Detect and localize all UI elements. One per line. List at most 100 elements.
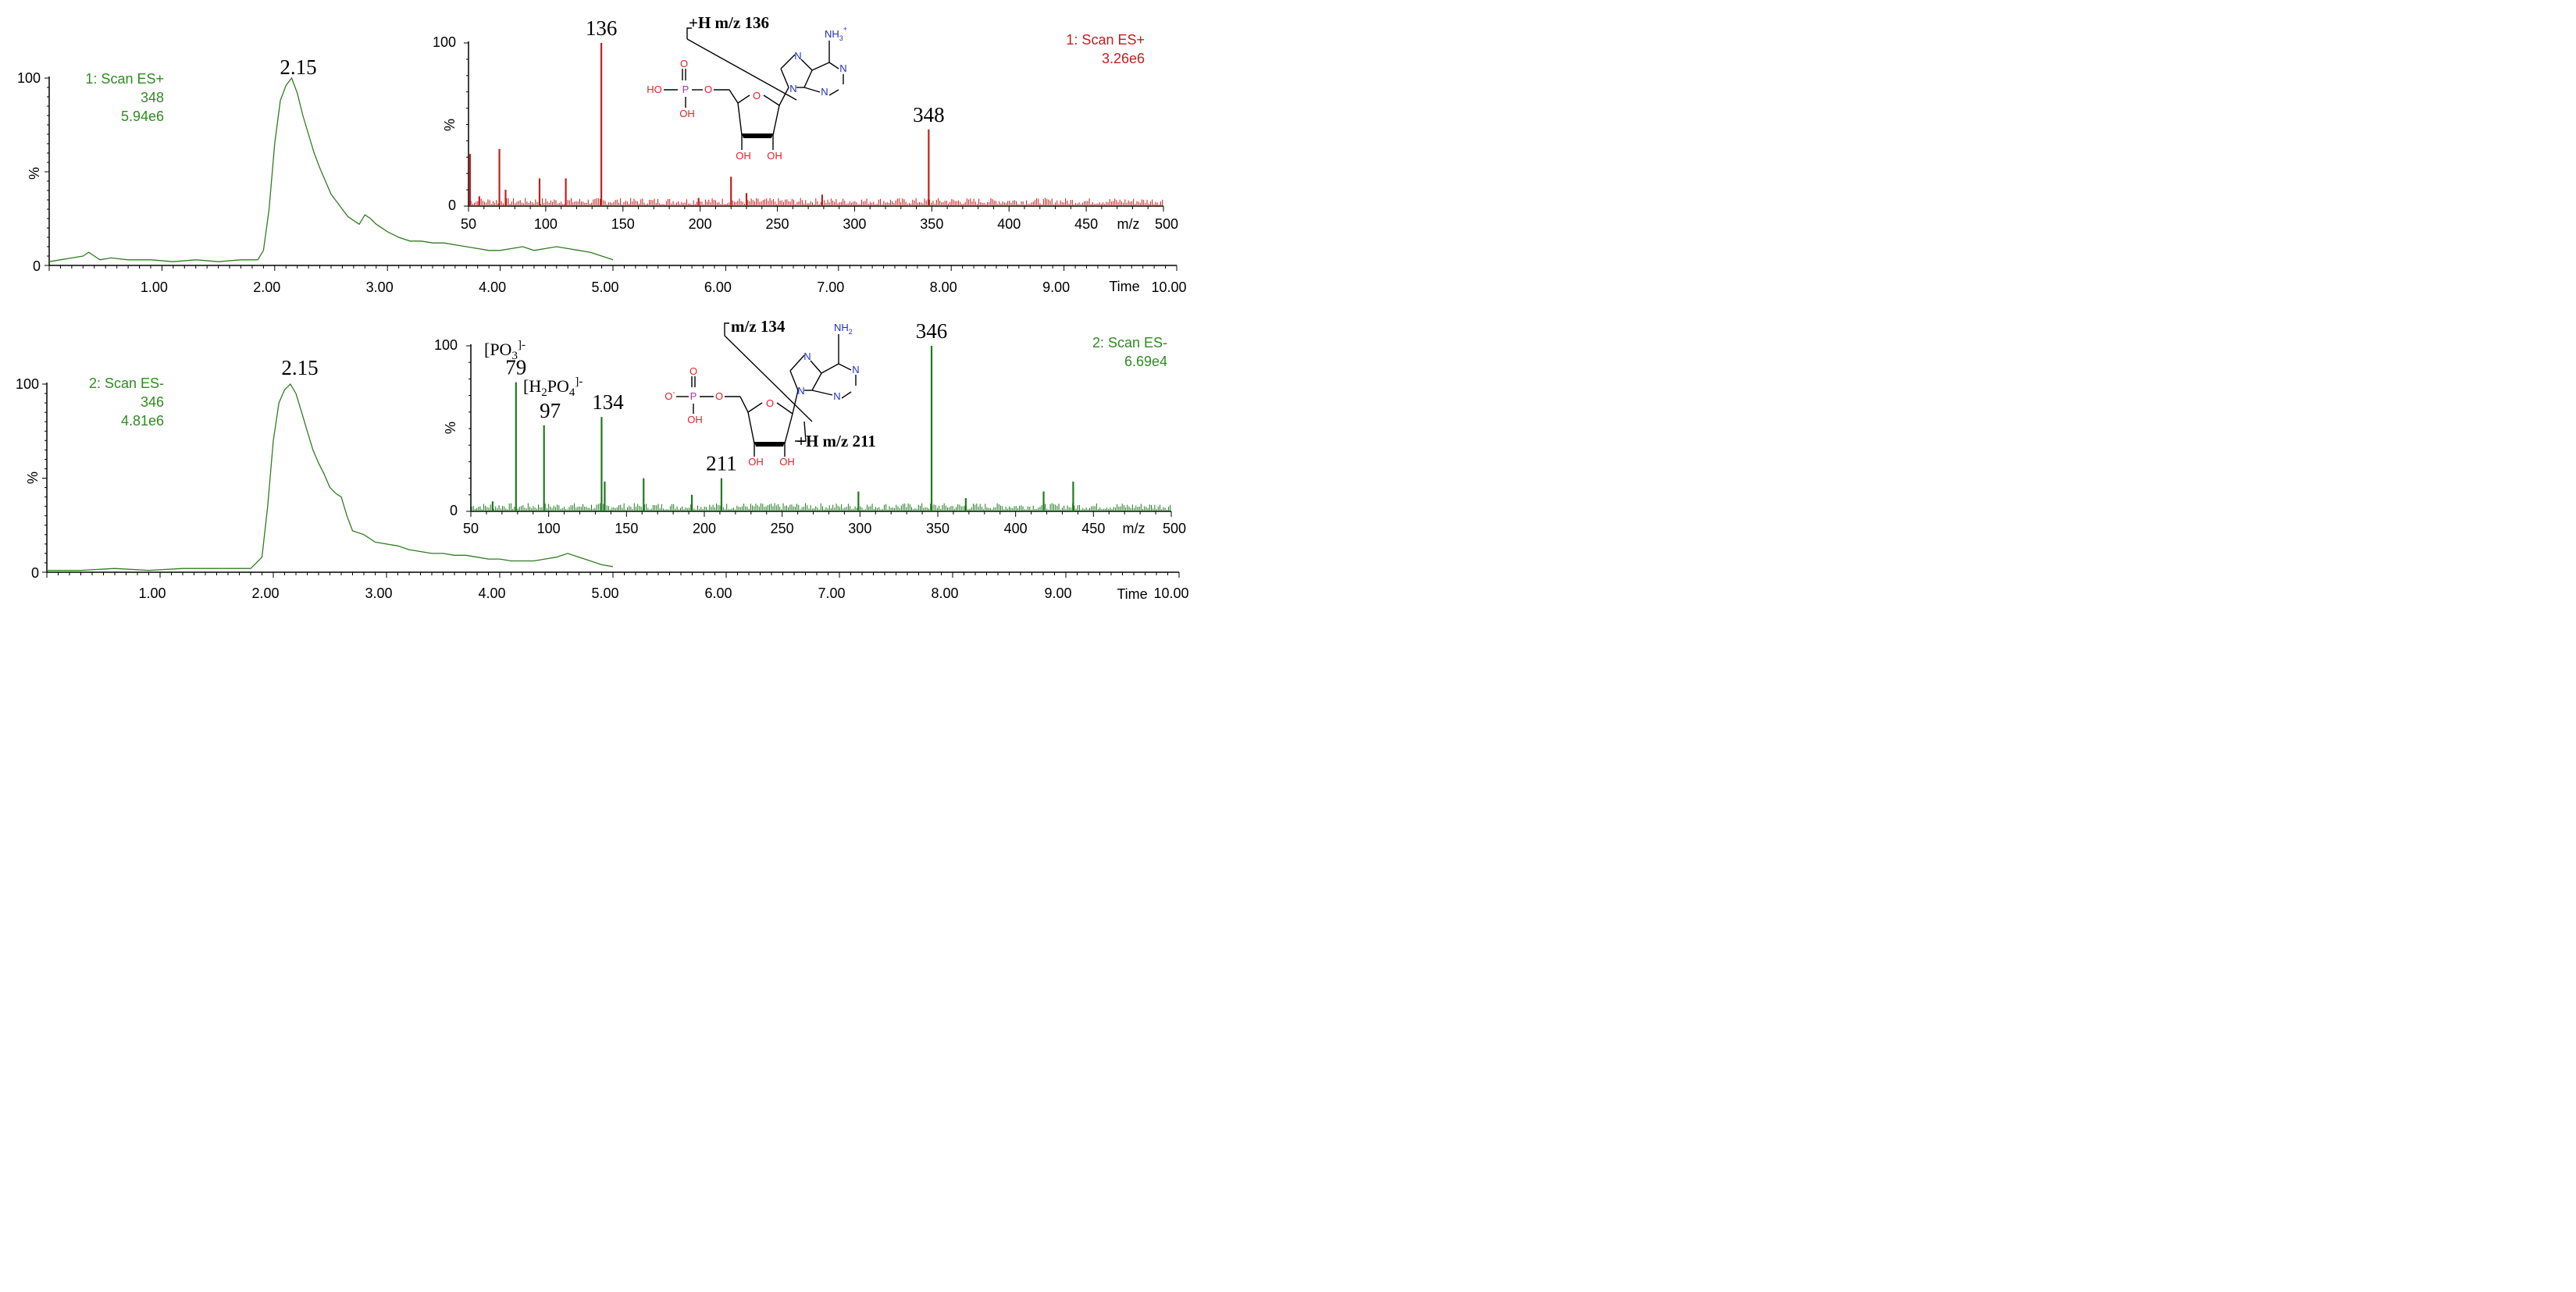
ms-2-xtick-label: 100 [537, 521, 561, 536]
ester-o-label-2: O [715, 390, 723, 402]
chromatogram-2-xtick-label: 5.00 [591, 585, 618, 601]
ms-1-xtick-label: 150 [611, 216, 635, 232]
ms-2-ylabel: % [443, 422, 458, 434]
ms-2-ytick-0: 0 [450, 503, 458, 518]
ms-2-xtick-label: 250 [771, 521, 794, 536]
ms-1-info-line1: 1: Scan ES+ [1066, 32, 1145, 48]
chromatogram-2-xlabel: Time [1117, 586, 1147, 602]
h2po4-annotation: [H2PO4]- [523, 375, 583, 399]
chromatogram-2-info-line2: 346 [141, 394, 164, 410]
ms-1-xlabel: m/z [1117, 216, 1140, 232]
ms-2-peak-label: 211 [706, 452, 737, 475]
ms-1-peak-label: 136 [586, 16, 618, 40]
chromatogram-1-info-line1: 1: Scan ES+ [85, 71, 164, 87]
chromatogram-2-ylabel: % [25, 472, 41, 484]
chromatogram-2-peak-label: 2.15 [281, 356, 318, 379]
sugar-oh-3-label: OH [767, 150, 782, 162]
chromatogram-2-xtick-label: 7.00 [818, 585, 845, 601]
ms-1-xtick-label: 500 [1155, 216, 1178, 232]
ms-2-peaks [471, 346, 1171, 511]
chromatogram-2-xtick-label: 1.00 [138, 585, 166, 601]
chromatogram-1-peak-label: 2.15 [280, 55, 316, 79]
ms-1-xtick-label: 300 [843, 216, 866, 232]
phosphorus-label: P [682, 84, 689, 95]
ms-2-peak-label: 79 [505, 356, 526, 379]
ms-2-xtick-label: 300 [848, 521, 871, 536]
po3-annotation: [PO3]- [484, 339, 526, 362]
chromatogram-2-ytick-100: 100 [16, 376, 39, 392]
chromatogram-es-minus: 100 0 % 1.00 2.00 3.00 4.00 5.00 6.00 7.00 8.00… [16, 356, 1189, 602]
sugar-oh-3-label-2: OH [779, 456, 795, 468]
ms-1-xtick-label: 400 [997, 216, 1021, 232]
chromatogram-1-xtick-label: 4.00 [479, 279, 506, 295]
n3-label-2: N [833, 390, 840, 402]
ms-1-ylabel: % [442, 119, 458, 131]
chromatogram-2-xtick-labels: 1.00 2.00 3.00 4.00 5.00 6.00 7.00 8.00 9.00 10.0… [138, 585, 1188, 601]
ms-1-xtick-labels: 50 100 150 200 250 300 350 400 450 500 [461, 216, 1178, 232]
ms-2-peak-label: 97 [540, 399, 561, 422]
ms-2-xtick-label: 400 [1004, 521, 1028, 536]
chromatogram-1-xtick-labels: 1.00 2.00 3.00 4.00 5.00 6.00 7.00 8.00 9.00 10.0… [141, 279, 1187, 295]
n1-label-2: N [852, 364, 859, 375]
bottom-fragment-label-134: m/z 134 [731, 317, 786, 336]
chromatogram-2-info-line3: 4.81e6 [121, 413, 164, 429]
ms-2-xtick-labels: 50 100 150 200 250 300 350 400 450 500 [463, 521, 1186, 536]
chromatogram-2-xtick-label: 6.00 [704, 585, 732, 601]
chromatogram-2-xtick-label: 3.00 [365, 585, 392, 601]
n7-label: N [794, 50, 801, 62]
ms-2-xtick-label: 150 [615, 521, 638, 536]
figure: 100 0 % 1.00 2.00 3.00 4.00 5.00 6.00 7.00 8.00… [16, 13, 1189, 602]
n3-label: N [821, 86, 828, 98]
n1-label: N [839, 62, 846, 74]
ms-1-xtick-label: 250 [766, 216, 789, 232]
chromatogram-2-info-line1: 2: Scan ES- [89, 375, 164, 391]
ms-1-ytick-0: 0 [448, 198, 456, 213]
phosphate-ominus-label: O- [664, 389, 675, 402]
chromatogram-1-xlabel: Time [1109, 279, 1139, 294]
chromatogram-1-xtick-label: 2.00 [253, 279, 280, 295]
ms-2-panel [445, 316, 1179, 543]
chromatogram-2-axes [42, 383, 1180, 578]
phosphate-oh-label-2: OH [687, 414, 703, 425]
ester-o-label: O [704, 84, 712, 95]
phosphorus-label-2: P [690, 390, 697, 402]
chromatogram-2-trace [47, 383, 614, 571]
ms-2-info-line2: 6.69e4 [1124, 354, 1167, 369]
n7-label-2: N [803, 351, 811, 362]
ms-2-xtick-label: 50 [463, 521, 479, 536]
bottom-fragment-label-211: +H m/z 211 [796, 432, 876, 450]
chromatogram-2-xtick-label: 2.00 [251, 585, 279, 601]
phosphate-o-label: O [680, 58, 688, 69]
chromatogram-2-xtick-label: 9.00 [1044, 585, 1071, 601]
n9-label: N [789, 83, 796, 94]
ms-1-xtick-label: 100 [534, 216, 558, 232]
ms-1-xtick-label: 200 [689, 216, 712, 232]
chromatogram-2-xtick-label: 8.00 [931, 585, 958, 601]
sugar-bold-bond [742, 133, 773, 138]
chromatogram-1-ylabel: % [27, 167, 42, 180]
phosphate-oh-label: OH [679, 108, 695, 119]
ms-2-xlabel: m/z [1123, 521, 1145, 536]
amp-structure-bottom: P O O- OH O O OH OH N N N N NH2 m/z 134 … [664, 317, 876, 468]
ms-2-ytick-100: 100 [434, 337, 458, 353]
chromatogram-1-trace [48, 77, 614, 262]
chromatogram-1-xtick-label: 10.00 [1151, 279, 1186, 295]
ms-2-peak-label: 134 [592, 390, 624, 414]
chromatogram-1-ytick-0: 0 [33, 258, 41, 274]
ms-1-peak-label: 348 [913, 103, 945, 126]
amp-structure-top: P O HO OH O O OH OH N N N N NH3+ +H m/z … [647, 13, 847, 162]
mass-spectrum-es-plus: 100 0 % 50 100 150 200 250 300 350 400 450 500 m/… [433, 16, 1178, 234]
ms-1-peak-labels: 136 348 [586, 16, 945, 126]
chromatogram-1-xtick-label: 8.00 [930, 279, 957, 295]
ms-1-xtick-label: 50 [461, 216, 476, 232]
ms-1-xtick-label: 350 [920, 216, 943, 232]
chromatogram-1-info-line2: 348 [141, 90, 164, 105]
sugar-bold-bond-2 [754, 442, 785, 447]
ms-2-peak-label: 346 [916, 319, 948, 343]
mass-spectrum-es-minus: 100 0 % 50 100 150 200 250 300 350 400 450 500 m/… [434, 316, 1186, 543]
phosphate-o-label-2: O [689, 365, 697, 377]
chromatogram-1-info-line3: 5.94e6 [121, 109, 164, 124]
chromatogram-1-xtick-label: 1.00 [141, 279, 168, 295]
sugar-oh-2-label: OH [736, 150, 751, 162]
chromatogram-1-xtick-label: 6.00 [704, 279, 732, 295]
